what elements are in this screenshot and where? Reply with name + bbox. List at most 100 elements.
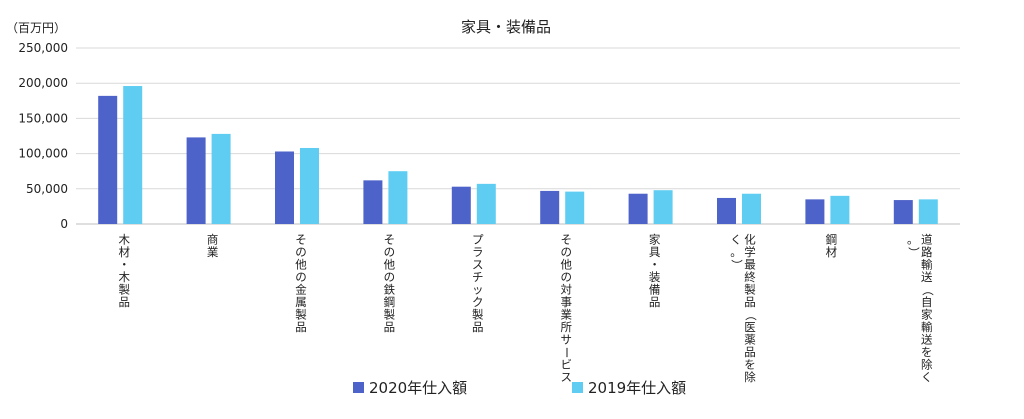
svg-text:を: を — [744, 358, 756, 372]
svg-text:そ: そ — [295, 233, 307, 247]
svg-text:を: を — [921, 345, 933, 359]
bar-series2 — [742, 193, 761, 224]
svg-text:製: 製 — [744, 283, 756, 297]
svg-text:他: 他 — [560, 258, 572, 272]
bar-series1 — [805, 199, 825, 224]
chart-title: 家具・装備品 — [461, 18, 551, 36]
y-tick-label: 150,000 — [18, 111, 68, 125]
svg-text:品: 品 — [744, 295, 756, 309]
bar-series1 — [628, 193, 648, 224]
svg-text:製: 製 — [295, 308, 307, 322]
svg-text:対: 対 — [560, 283, 572, 297]
category-label: 商業 — [207, 233, 219, 260]
svg-text:製: 製 — [472, 308, 484, 322]
bar-series2 — [211, 133, 231, 224]
svg-text:家: 家 — [649, 233, 661, 247]
y-axis-tick-labels: 0 50,000 100,000 150,000 200,000 250,000 — [18, 41, 68, 231]
svg-text:製: 製 — [384, 308, 396, 322]
svg-text:終: 終 — [744, 270, 756, 284]
bar-series1 — [363, 180, 383, 224]
svg-text:・: ・ — [649, 258, 661, 272]
legend-swatch — [572, 382, 583, 393]
svg-text:く: く — [921, 370, 933, 384]
svg-text:木: 木 — [118, 233, 130, 247]
bar-series2 — [300, 147, 319, 224]
svg-text:ッ: ッ — [472, 283, 484, 297]
y-tick-label: 100,000 — [18, 147, 68, 161]
svg-text:金: 金 — [295, 283, 307, 297]
bar-series2 — [653, 190, 673, 224]
svg-text:材: 材 — [118, 245, 130, 259]
bar-series1 — [717, 197, 736, 224]
svg-text:品: 品 — [649, 295, 661, 309]
svg-text:他: 他 — [295, 258, 307, 272]
svg-text:チ: チ — [472, 270, 484, 284]
svg-text:具: 具 — [649, 245, 661, 259]
svg-text:道: 道 — [921, 233, 933, 247]
svg-text:業: 業 — [560, 308, 572, 322]
svg-text:ク: ク — [472, 295, 484, 309]
category-label: 鋼材 — [826, 233, 838, 260]
svg-text:の: の — [560, 245, 572, 259]
svg-text:鋼: 鋼 — [826, 233, 838, 247]
svg-text:木: 木 — [118, 270, 130, 284]
bar-series2 — [123, 86, 143, 225]
svg-text:そ: そ — [384, 233, 396, 247]
svg-text:除: 除 — [921, 358, 933, 372]
legend-label: 2020年仕入額 — [369, 379, 467, 397]
bar-series1 — [540, 190, 560, 224]
svg-text:の: の — [560, 270, 572, 284]
y-tick-label: 50,000 — [26, 182, 68, 196]
svg-text:事: 事 — [560, 295, 572, 309]
category-label: 木材・木製品 — [118, 233, 130, 310]
bar-series1 — [275, 151, 294, 224]
svg-text:鉄: 鉄 — [384, 283, 396, 297]
svg-text:属: 属 — [295, 295, 307, 309]
svg-text:商: 商 — [207, 233, 219, 247]
svg-text:輸: 輸 — [921, 320, 933, 334]
bar-series2 — [918, 199, 938, 224]
svg-text:医: 医 — [744, 320, 756, 334]
svg-text:家: 家 — [921, 308, 933, 322]
svg-text:他: 他 — [384, 258, 396, 272]
svg-text:備: 備 — [649, 283, 661, 297]
svg-text:く: く — [730, 233, 742, 247]
y-tick-label: 250,000 — [18, 41, 68, 55]
svg-text:（: （ — [920, 284, 934, 296]
svg-text:品: 品 — [744, 345, 756, 359]
x-axis-category-labels: 木材・木製品商業その他の金属製品その他の鉄鋼製品プラスチック製品その他の対事業所… — [118, 233, 934, 385]
svg-text:品: 品 — [295, 320, 307, 334]
svg-text:。: 。 — [730, 245, 742, 259]
legend-label: 2019年仕入額 — [588, 379, 686, 397]
svg-text:除: 除 — [744, 370, 756, 384]
svg-text:所: 所 — [560, 320, 572, 334]
svg-text:の: の — [384, 270, 396, 284]
svg-text:の: の — [295, 245, 307, 259]
svg-text:化: 化 — [744, 233, 756, 247]
svg-text:品: 品 — [118, 295, 130, 309]
bar-series1 — [98, 95, 118, 224]
svg-text:送: 送 — [921, 333, 933, 347]
svg-text:の: の — [384, 245, 396, 259]
svg-text:。: 。 — [907, 233, 919, 247]
svg-text:薬: 薬 — [744, 333, 756, 347]
svg-text:）: ） — [730, 259, 744, 271]
svg-text:・: ・ — [118, 258, 130, 272]
svg-text:学: 学 — [744, 245, 756, 259]
y-axis-unit-label: （百万円） — [6, 21, 66, 35]
legend: 2020年仕入額 2019年仕入額 — [353, 379, 686, 397]
svg-text:自: 自 — [921, 295, 933, 309]
svg-text:ー: ー — [560, 347, 574, 359]
y-tick-label: 200,000 — [18, 76, 68, 90]
category-label: 家具・装備品 — [649, 233, 661, 310]
bar-series1 — [451, 186, 471, 224]
grid-lines — [76, 47, 960, 225]
bar-series1 — [186, 137, 206, 224]
svg-text:プ: プ — [472, 233, 484, 247]
